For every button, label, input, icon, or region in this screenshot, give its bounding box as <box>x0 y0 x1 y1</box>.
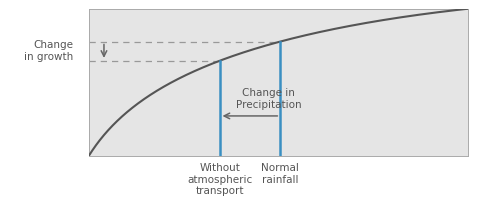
Text: Change in
Precipitation: Change in Precipitation <box>236 89 302 110</box>
Text: Without
atmospheric
transport: Without atmospheric transport <box>187 163 252 196</box>
Text: Normal
rainfall: Normal rainfall <box>261 163 299 185</box>
Text: Change
in growth: Change in growth <box>24 40 73 62</box>
